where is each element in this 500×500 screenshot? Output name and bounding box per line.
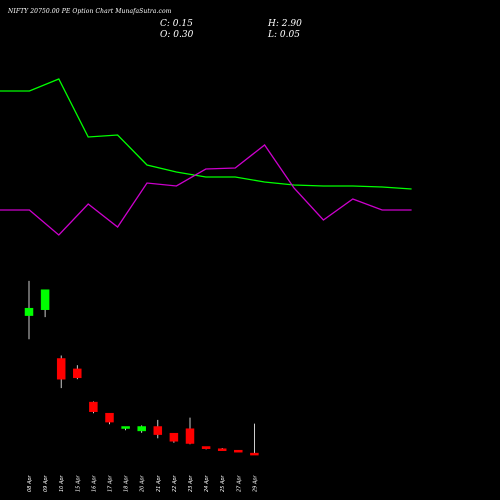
- low-readout: L: 0.05: [268, 30, 300, 40]
- x-tick-label: 08 Apr: [27, 474, 33, 492]
- x-tick-label: 20 Apr: [140, 474, 146, 492]
- x-tick-label: 29 Apr: [252, 474, 258, 492]
- x-tick-label: 27 Apr: [236, 474, 242, 492]
- candle-body: [105, 412, 114, 423]
- x-tick-label: 18 Apr: [124, 474, 130, 492]
- candle-body: [56, 358, 66, 380]
- open-readout: O: 0.30: [160, 30, 193, 40]
- x-tick-label: 16 Apr: [91, 474, 97, 492]
- candle-body: [121, 426, 130, 429]
- candle-body: [73, 368, 82, 379]
- low-value: 0.05: [279, 30, 300, 40]
- x-tick-label: 10 Apr: [59, 474, 65, 492]
- x-tick-label: 21 Apr: [156, 474, 162, 492]
- close-label: C:: [160, 19, 170, 29]
- indicator-line-1: [0, 78, 412, 190]
- close-readout: C: 0.15: [160, 19, 193, 29]
- candle-body: [169, 432, 179, 442]
- high-label: H:: [268, 19, 279, 29]
- low-label: L:: [268, 30, 278, 40]
- x-tick-label: 22 Apr: [172, 474, 178, 492]
- candle-body: [234, 449, 243, 453]
- x-tick-label: 09 Apr: [43, 474, 49, 492]
- indicator-line-2: [0, 144, 412, 236]
- x-tick-label: 25 Apr: [220, 474, 226, 492]
- high-value: 2.90: [281, 19, 302, 29]
- candle-body: [153, 426, 163, 435]
- candle-body: [137, 426, 146, 432]
- x-tick-label: 17 Apr: [108, 474, 114, 492]
- close-value: 0.15: [172, 19, 193, 29]
- open-label: O:: [160, 30, 171, 40]
- candle-body: [24, 307, 34, 316]
- candle-body: [201, 446, 211, 449]
- page-title: NIFTY 20750.00 PE Option Chart MunafaSut…: [8, 8, 172, 15]
- high-readout: H: 2.90: [268, 19, 302, 29]
- candle-body: [89, 401, 98, 412]
- x-tick-label: 24 Apr: [204, 474, 210, 492]
- x-tick-label: 23 Apr: [188, 474, 194, 492]
- open-value: 0.30: [173, 30, 194, 40]
- candle-body: [185, 428, 195, 444]
- candle-body: [40, 289, 50, 310]
- candle-body: [217, 448, 227, 451]
- x-tick-label: 15 Apr: [75, 474, 81, 492]
- candle-body: [250, 452, 259, 456]
